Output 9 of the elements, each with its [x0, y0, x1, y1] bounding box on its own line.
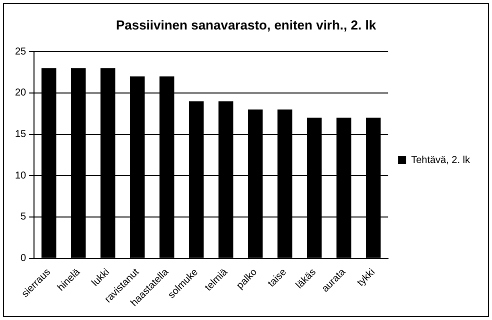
y-tick-label: 15 — [15, 129, 27, 140]
y-tick-label: 5 — [20, 212, 27, 223]
y-tick-label: 0 — [20, 253, 27, 264]
chart-title: Passiivinen sanavarasto, eniten virh., 2. lk — [116, 17, 377, 32]
y-tick-label: 25 — [15, 46, 27, 58]
y-tick-label: 10 — [15, 170, 27, 182]
legend-label: Tehtävä, 2. lk — [411, 154, 471, 166]
x-tick-label: taise — [266, 266, 290, 290]
y-tick-label: 20 — [15, 88, 27, 99]
